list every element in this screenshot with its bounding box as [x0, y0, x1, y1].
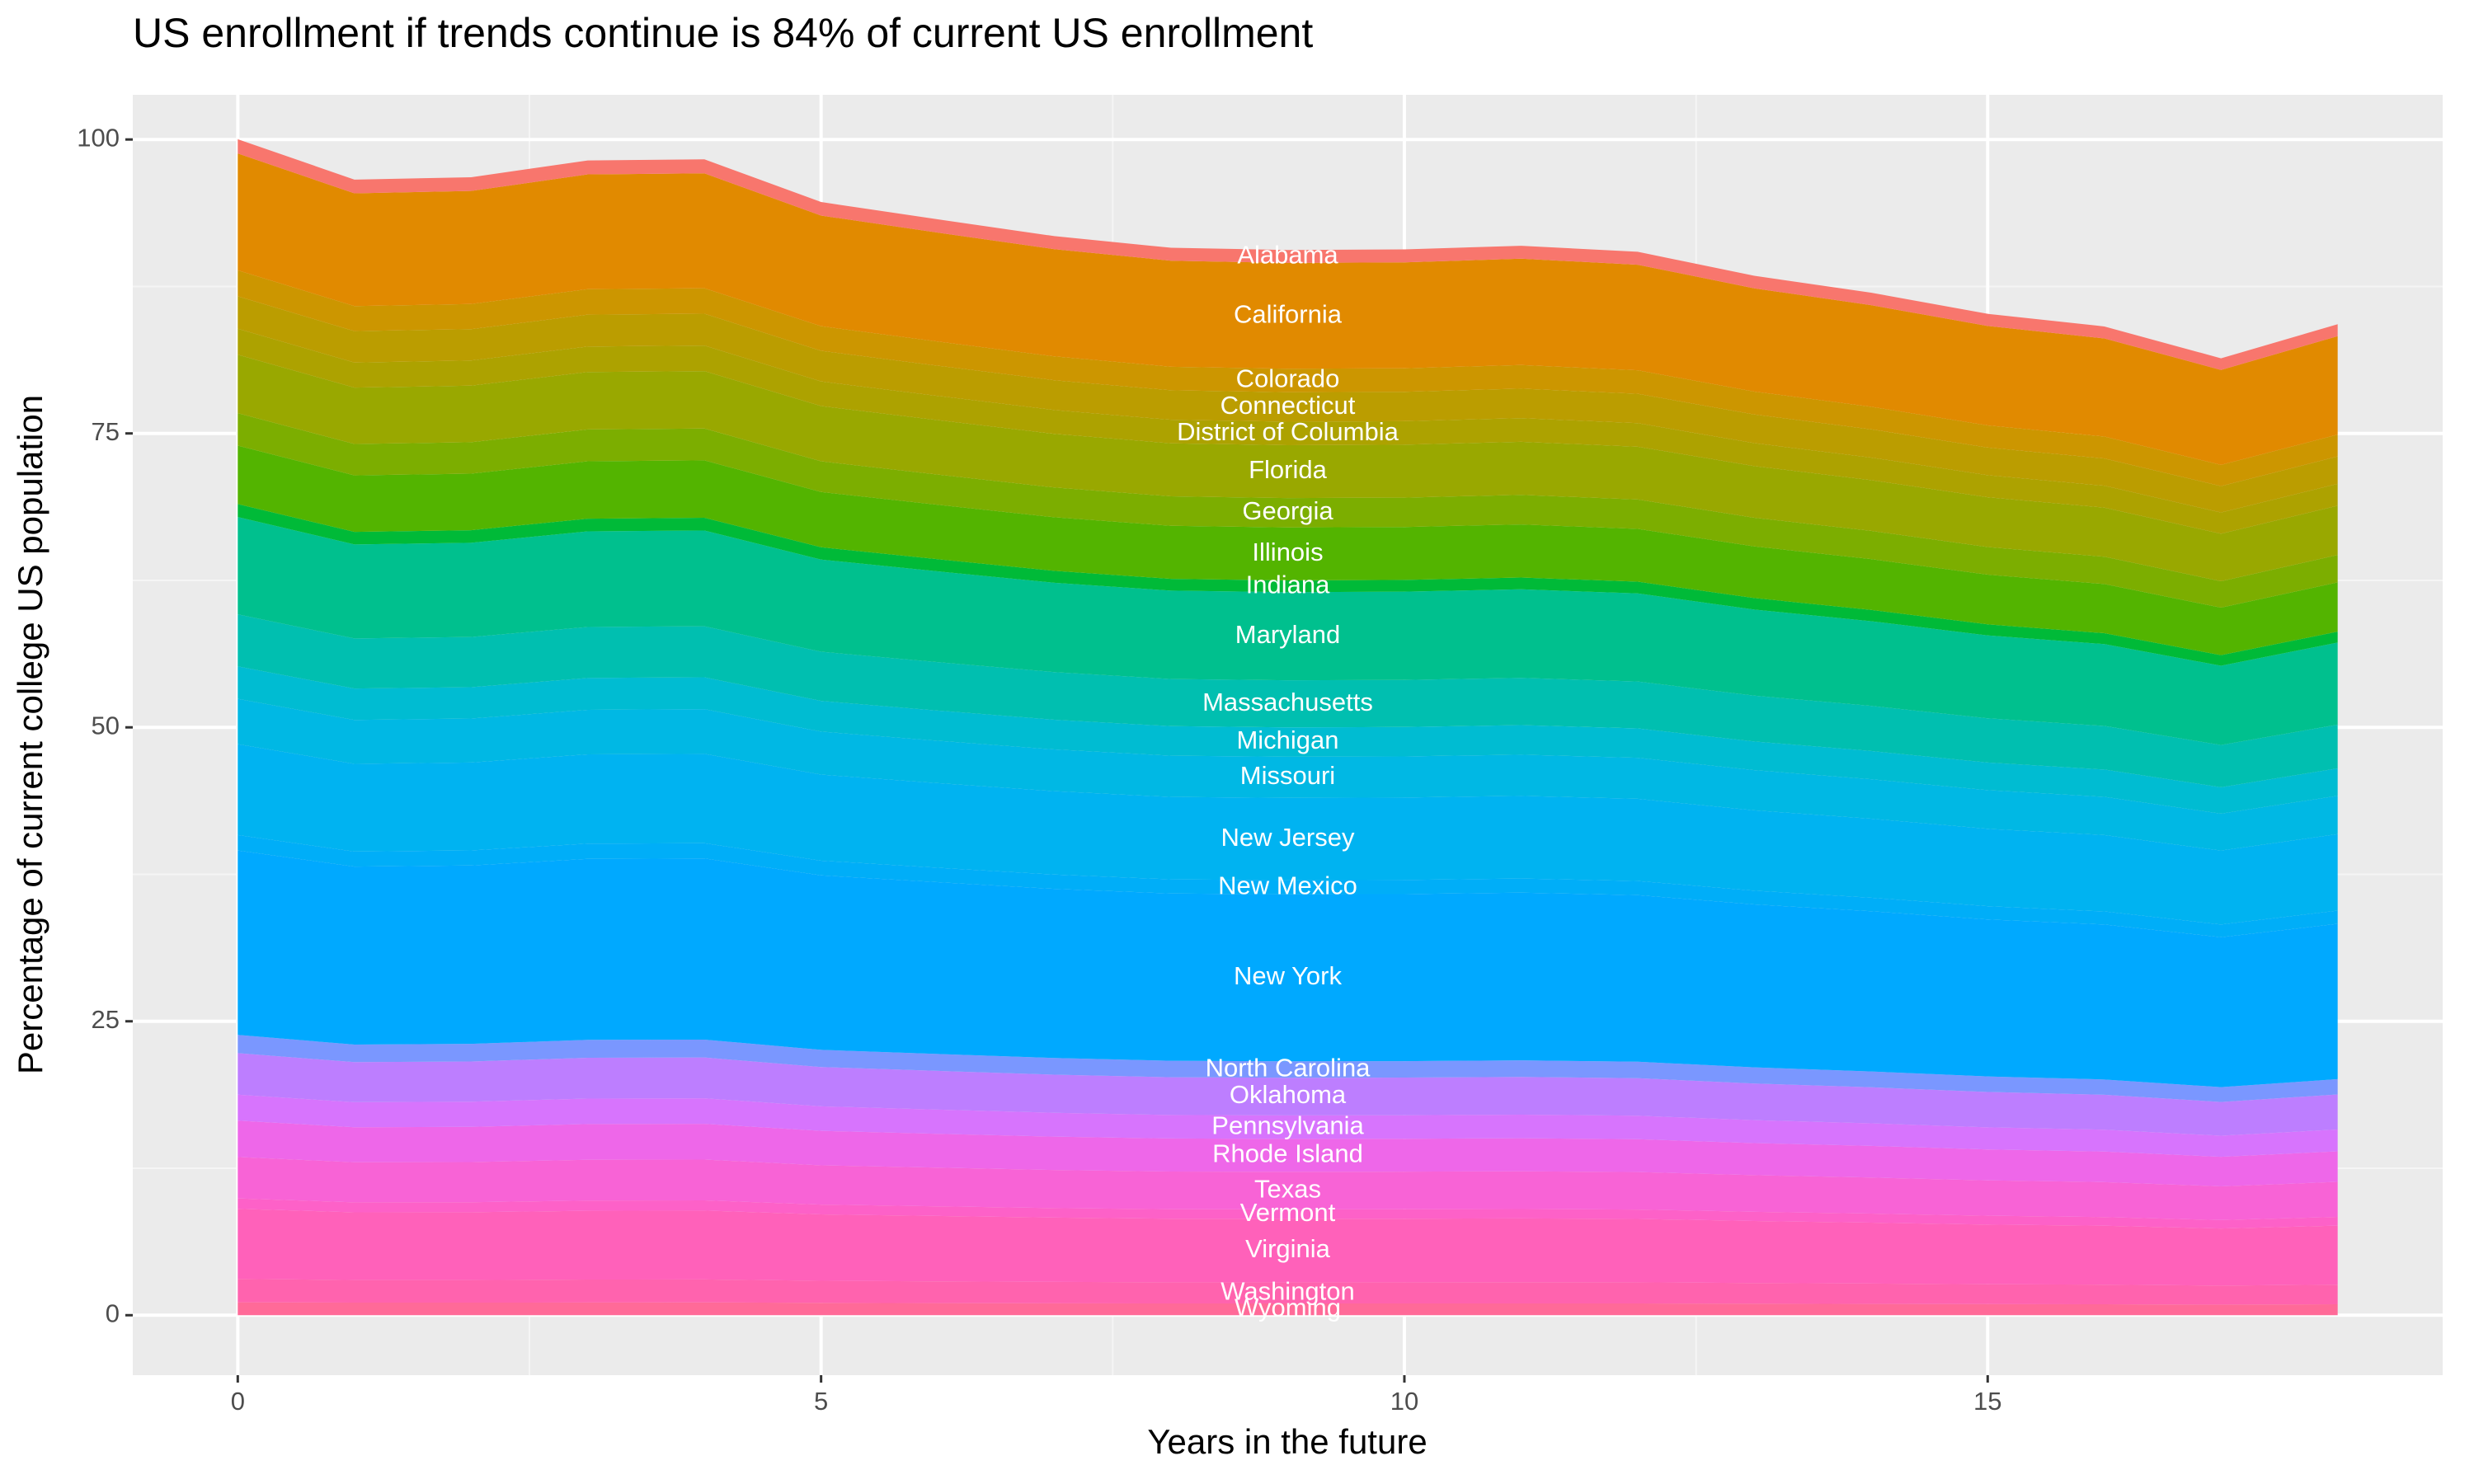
area-label: Pennsylvania: [1211, 1111, 1364, 1139]
y-tick-label: 25: [92, 1005, 120, 1034]
area: [238, 850, 2338, 1087]
area-label: Washington: [1221, 1276, 1355, 1305]
area-label: Vermont: [1240, 1198, 1336, 1227]
y-tick-label: 50: [92, 711, 120, 740]
area: [238, 1120, 2338, 1186]
area: [238, 328, 2338, 534]
area: [238, 1094, 2338, 1158]
area: [238, 744, 2338, 925]
area: [238, 614, 2338, 787]
x-tick-label: 15: [1973, 1387, 2001, 1416]
area-label: Illinois: [1252, 538, 1323, 566]
area: [238, 1198, 2338, 1229]
area-label: Michigan: [1236, 726, 1338, 754]
area-label: Colorado: [1236, 364, 1340, 393]
area: [238, 1035, 2338, 1102]
area: [238, 139, 2338, 370]
area: [238, 153, 2338, 465]
area-label: Oklahoma: [1230, 1080, 1347, 1109]
area: [238, 666, 2338, 814]
area-label: Connecticut: [1221, 391, 1356, 420]
area-label: Rhode Island: [1212, 1139, 1363, 1168]
y-axis-title: Percentage of current college US populat…: [11, 395, 49, 1074]
area-label: Indiana: [1246, 570, 1330, 599]
area: [238, 296, 2338, 513]
x-axis-title: Years in the future: [1147, 1422, 1427, 1461]
area-label: Missouri: [1240, 761, 1335, 790]
x-tick-label: 10: [1390, 1387, 1418, 1416]
area-label: Florida: [1249, 455, 1328, 484]
area-label: Massachusetts: [1202, 688, 1373, 716]
area-label: Georgia: [1242, 496, 1333, 525]
area: [238, 1157, 2338, 1220]
area-label: Alabama: [1237, 240, 1338, 269]
area: [238, 1279, 2338, 1305]
y-tick-label: 0: [106, 1298, 120, 1327]
area: [238, 834, 2338, 937]
area: [238, 1053, 2338, 1136]
chart-title: US enrollment if trends continue is 84% …: [133, 10, 1313, 56]
area: [238, 517, 2338, 745]
x-tick-label: 5: [814, 1387, 828, 1416]
area-label: Wyoming: [1235, 1293, 1341, 1322]
x-tick-label: 0: [231, 1387, 245, 1416]
area: [238, 1209, 2338, 1286]
y-tick-label: 75: [92, 417, 120, 446]
area-label: District of Columbia: [1177, 417, 1399, 446]
area: [238, 698, 2338, 851]
area-label: Texas: [1254, 1174, 1321, 1203]
area: [238, 1302, 2338, 1316]
area-label: New York: [1234, 961, 1342, 990]
y-tick-label: 100: [77, 123, 120, 152]
area: [238, 355, 2338, 581]
area-label: California: [1234, 299, 1343, 328]
area-label: Maryland: [1235, 620, 1341, 649]
area-label: Virginia: [1245, 1234, 1331, 1263]
area-label: New Jersey: [1221, 823, 1355, 852]
area-label: North Carolina: [1206, 1053, 1371, 1082]
axes: 0 25 50 75 100 0 5 10 15: [77, 123, 2001, 1416]
area: [238, 270, 2338, 486]
area: [238, 504, 2338, 666]
area-label: New Mexico: [1218, 871, 1357, 899]
area: [238, 445, 2338, 655]
areas: [238, 139, 2338, 1316]
area: [238, 413, 2338, 608]
